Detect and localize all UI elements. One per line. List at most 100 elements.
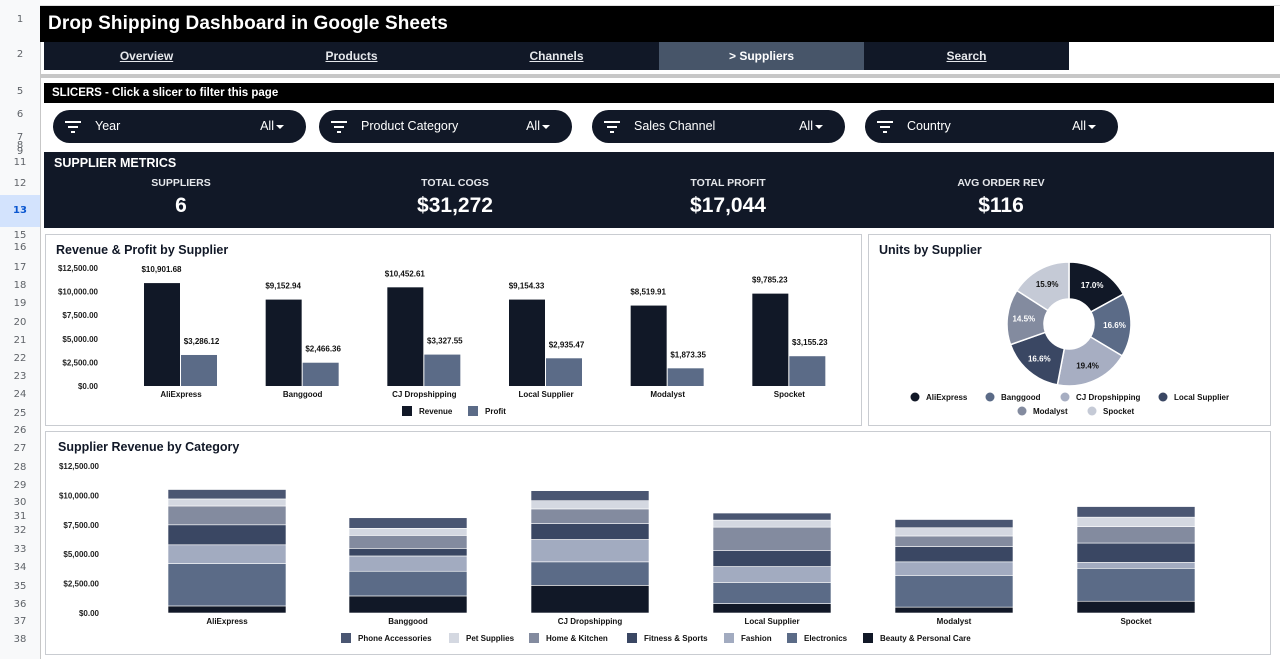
row-number[interactable]: 37	[13, 616, 27, 627]
row-number[interactable]: 20	[13, 317, 27, 328]
y-tick-label: $12,500.00	[58, 264, 99, 273]
stacked-segment	[1076, 568, 1196, 602]
row-number[interactable]: 25	[13, 408, 27, 419]
row-number[interactable]: 11	[13, 157, 27, 168]
stacked-segment	[1076, 526, 1196, 544]
x-tick-label: CJ Dropshipping	[392, 390, 457, 399]
tab-search[interactable]: Search	[946, 49, 987, 63]
row-number[interactable]: 19	[13, 298, 27, 309]
row-number[interactable]: 26	[13, 425, 27, 436]
slicer-label: Year	[95, 119, 121, 133]
row-number[interactable]: 18	[13, 280, 27, 291]
bar-profit	[546, 358, 582, 386]
row-number[interactable]: 6	[16, 109, 24, 120]
legend-label: Pet Supplies	[466, 634, 515, 643]
row-number[interactable]: 30	[13, 497, 27, 508]
tab-products[interactable]: Products	[325, 49, 378, 63]
x-tick-label: Spocket	[774, 390, 805, 399]
row-number[interactable]: 28	[13, 462, 27, 473]
tab-overview[interactable]: Overview	[119, 49, 174, 63]
data-label: $3,327.55	[427, 337, 463, 346]
row-number[interactable]: 5	[16, 86, 24, 97]
row-number[interactable]: 9	[16, 146, 24, 157]
row-number[interactable]: 22	[13, 353, 27, 364]
row-number[interactable]: 12	[13, 178, 27, 189]
stacked-segment	[167, 498, 287, 507]
y-tick-label: $7,500.00	[63, 521, 99, 530]
row-number[interactable]: 31	[13, 511, 27, 522]
row-number[interactable]: 23	[13, 371, 27, 382]
data-label: $10,452.61	[385, 269, 426, 278]
slicer-value: All	[260, 119, 274, 133]
row-number[interactable]: 38	[13, 634, 27, 645]
slicer-year[interactable]: Year All	[53, 110, 306, 143]
filter-icon	[604, 121, 620, 133]
y-tick-label: $5,000.00	[62, 335, 98, 344]
bar-revenue	[265, 299, 302, 386]
slicer-sales-channel[interactable]: Sales Channel All	[592, 110, 845, 143]
slice-label: 15.9%	[1036, 280, 1059, 289]
tab-channels[interactable]: Channels	[529, 49, 584, 63]
x-tick-label: Banggood	[283, 390, 323, 399]
revenue-by-category-chart: $0.00 $2,500.00 $5,000.00 $7,500.00 $10,000.…	[59, 462, 1196, 643]
filter-icon	[877, 121, 893, 133]
row-number[interactable]: 2	[16, 49, 24, 60]
metric-value: 6	[175, 194, 187, 217]
legend-swatch	[1158, 392, 1168, 402]
row-number[interactable]: 24	[13, 389, 27, 400]
stacked-segment	[894, 546, 1014, 563]
stacked-segment	[894, 561, 1014, 576]
stacked-segment	[1076, 506, 1196, 518]
stacked-segment	[348, 535, 468, 549]
row-number[interactable]: 32	[13, 525, 27, 536]
row-number[interactable]: 1	[16, 14, 24, 25]
slicer-country[interactable]: Country All	[865, 110, 1118, 143]
row-number[interactable]: 35	[13, 581, 27, 592]
units-by-supplier-panel[interactable]: Units by Supplier 17.0% 16.6% 19.4% 16.6% 14…	[868, 234, 1271, 426]
row-number[interactable]: 27	[13, 443, 27, 454]
stacked-segment	[348, 528, 468, 536]
revenue-by-category-panel[interactable]: Supplier Revenue by Category $0.00 $2,500…	[45, 431, 1271, 655]
row-number[interactable]: 7	[16, 132, 24, 143]
legend-swatch	[724, 633, 734, 643]
data-label: $9,154.33	[509, 282, 545, 291]
legend-label: Phone Accessories	[358, 634, 432, 643]
row-number[interactable]: 29	[13, 480, 27, 491]
y-tick-label: $2,500.00	[63, 580, 99, 589]
data-label: $1,873.35	[670, 350, 706, 359]
y-tick-label: $0.00	[79, 609, 100, 618]
legend-swatch	[627, 633, 637, 643]
x-tick-label: Local Supplier	[744, 617, 799, 626]
slicer-label: Country	[907, 119, 951, 133]
row-number[interactable]: 15	[13, 230, 27, 241]
chevron-down-icon	[815, 125, 823, 129]
stacked-segment	[712, 550, 832, 567]
row-number[interactable]: 8	[16, 140, 24, 151]
revenue-profit-chart-panel[interactable]: Revenue & Profit by Supplier $0.00 $2,500…	[45, 234, 862, 426]
y-tick-label: $12,500.00	[59, 462, 100, 471]
chart-title: Units by Supplier	[879, 243, 982, 257]
row-number[interactable]: 13	[0, 195, 40, 227]
stacked-segment	[348, 555, 468, 572]
bar-profit	[302, 362, 339, 386]
row-number[interactable]: 33	[13, 544, 27, 555]
frozen-rows-divider[interactable]	[40, 74, 1280, 78]
stacked-segment	[167, 544, 287, 564]
y-tick-label: $10,000.00	[58, 288, 99, 297]
row-number[interactable]: 34	[13, 562, 27, 573]
tab-suppliers[interactable]: > Suppliers	[659, 42, 864, 70]
legend-label: Electronics	[804, 634, 848, 643]
legend-swatch	[529, 633, 539, 643]
row-number[interactable]: 21	[13, 335, 27, 346]
row-number[interactable]: 36	[13, 599, 27, 610]
slicer-product-category[interactable]: Product Category All	[319, 110, 572, 143]
dashboard-title: Drop Shipping Dashboard in Google Sheets	[48, 13, 448, 34]
stacked-segment	[1076, 542, 1196, 563]
legend-label: Local Supplier	[1174, 393, 1229, 402]
chart-title: Revenue & Profit by Supplier	[56, 243, 229, 257]
stacked-segment	[530, 490, 650, 501]
row-number[interactable]: 17	[13, 262, 27, 273]
row-number[interactable]: 16	[13, 242, 27, 253]
legend-swatch	[468, 406, 478, 416]
stacked-segment	[712, 582, 832, 604]
